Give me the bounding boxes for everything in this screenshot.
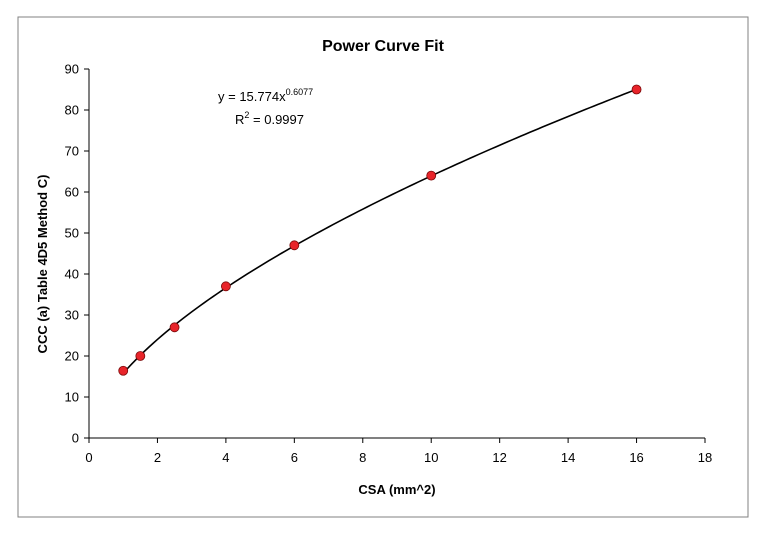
y-tick-label: 60 [65, 185, 79, 200]
y-tick-label: 20 [65, 349, 79, 364]
r2-value: = 0.9997 [249, 112, 304, 127]
data-point [169, 322, 180, 333]
r2-superscript: 2 [244, 110, 249, 120]
x-tick-label: 16 [629, 450, 643, 465]
data-point [135, 351, 146, 361]
data-points [118, 84, 642, 376]
x-tick-label: 12 [492, 450, 506, 465]
y-tick-label: 80 [65, 103, 79, 118]
data-point [426, 170, 437, 181]
equation-exponent: 0.6077 [286, 87, 314, 97]
chart-title: Power Curve Fit [322, 38, 444, 55]
x-tick-label: 6 [291, 450, 298, 465]
r-squared-label: R2 = 0.9997 [235, 110, 304, 127]
x-tick-label: 8 [359, 450, 366, 465]
data-point [220, 281, 231, 292]
y-tick-label: 50 [65, 226, 79, 241]
y-tick-label: 90 [65, 62, 79, 77]
trendline-group [122, 88, 637, 374]
y-tick-label: 0 [72, 431, 79, 446]
power-trendline [122, 88, 637, 374]
y-tick-label: 30 [65, 308, 79, 323]
x-tick-label: 2 [154, 450, 161, 465]
x-tick-label: 10 [424, 450, 438, 465]
x-axis-label: CSA (mm^2) [358, 482, 435, 497]
equation-text: y = 15.774x [218, 89, 286, 104]
y-tick-label: 70 [65, 144, 79, 159]
r2-text: R [235, 112, 244, 127]
y-axis-label: CCC (a) Table 4D5 Method C) [35, 175, 50, 354]
data-point [118, 365, 129, 376]
x-tick-label: 14 [561, 450, 575, 465]
x-tick-label: 18 [698, 450, 712, 465]
y-tick-label: 10 [65, 390, 79, 405]
x-tick-label: 4 [222, 450, 229, 465]
data-point [289, 240, 300, 251]
trendline-equation: y = 15.774x0.6077 [218, 87, 313, 104]
chart-frame [17, 16, 749, 518]
axes: 0 10 20 30 40 50 60 70 80 90 0 2 4 6 8 10 12 14 16 18 [65, 62, 713, 466]
x-tick-label: 0 [85, 450, 92, 465]
y-tick-label: 40 [65, 267, 79, 282]
data-point [631, 84, 642, 95]
